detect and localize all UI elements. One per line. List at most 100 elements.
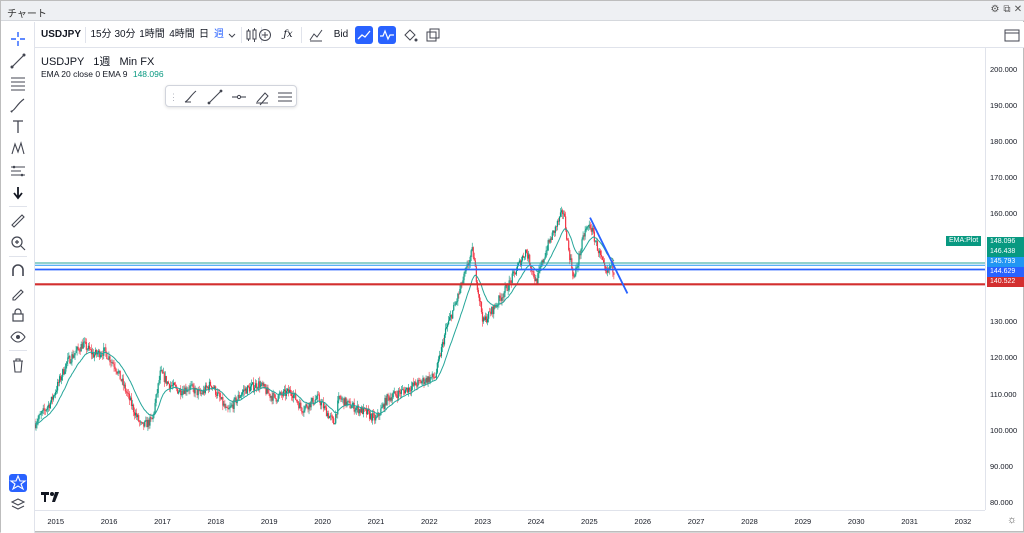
candle-body	[459, 288, 461, 294]
interval-1h[interactable]: 1時間	[139, 29, 165, 40]
trendline-tool-icon[interactable]	[9, 52, 27, 70]
popout-icon[interactable]: ⧉	[1003, 4, 1011, 15]
close-icon[interactable]: ✕	[1013, 4, 1023, 15]
templates-icon[interactable]	[308, 26, 324, 44]
brush-tool-icon[interactable]	[9, 96, 27, 114]
candle-body	[319, 401, 321, 406]
candle-body	[137, 415, 139, 418]
candle-body	[492, 307, 494, 315]
candle-body	[130, 397, 133, 406]
candle-body	[281, 394, 283, 396]
candle-body	[355, 408, 357, 411]
line-mode-button[interactable]	[355, 26, 373, 44]
candle-body	[334, 423, 336, 425]
candle-body	[248, 386, 251, 392]
candle-body	[343, 398, 345, 406]
interval-15m[interactable]: 15分	[90, 29, 112, 40]
candle-body	[215, 386, 217, 395]
candle-body	[124, 384, 126, 392]
top-toolbar: USDJPY 15分 30分 1時間 4時間 日 週 ƒx Bid	[35, 22, 1024, 48]
indicator-legend[interactable]: EMA 20 close 0 EMA 9 148.096	[41, 69, 164, 79]
favorite-star-icon[interactable]	[9, 474, 27, 492]
interval-week[interactable]: 週	[214, 29, 224, 40]
text-tool-icon[interactable]	[9, 118, 27, 136]
candle-body	[200, 393, 202, 394]
candle-body	[240, 394, 242, 397]
candle-body	[204, 385, 206, 393]
eye-icon[interactable]	[9, 328, 27, 346]
drag-handle-icon[interactable]: ⋮	[169, 92, 178, 102]
interval-day[interactable]: 日	[199, 29, 209, 40]
candle-body	[143, 422, 145, 427]
candle-body	[395, 394, 397, 396]
candle-body	[612, 261, 614, 273]
candle-body	[491, 307, 493, 314]
candle-body	[138, 415, 140, 422]
paint-bucket-icon[interactable]	[402, 26, 418, 44]
candle-body	[442, 342, 445, 345]
candle-body	[456, 301, 458, 303]
candle-body	[499, 295, 501, 298]
candle-body	[273, 393, 275, 395]
price-tick-label: 200.000	[990, 64, 1018, 74]
candle-body	[342, 398, 344, 400]
candle-style-icon[interactable]	[245, 26, 259, 44]
price-chart[interactable]	[35, 48, 985, 510]
candle-body	[385, 397, 387, 405]
prediction-tool-icon[interactable]	[9, 162, 27, 180]
horizontal-ray-icon[interactable]	[230, 88, 248, 106]
arrow-down-icon[interactable]	[9, 184, 27, 202]
compare-add-icon[interactable]	[257, 26, 273, 44]
candle-body	[86, 349, 88, 350]
candle-body	[549, 238, 551, 243]
stay-drawing-icon[interactable]	[9, 284, 27, 302]
ruler-icon[interactable]	[9, 212, 27, 230]
pulse-mode-button[interactable]	[378, 26, 396, 44]
highlighter-icon[interactable]	[182, 88, 200, 106]
candle-body	[375, 417, 377, 421]
interval-4h[interactable]: 4時間	[169, 29, 195, 40]
zoom-in-icon[interactable]	[9, 234, 27, 252]
candle-body	[454, 304, 456, 306]
candle-body	[522, 256, 525, 258]
symbol-button[interactable]: USDJPY	[41, 29, 82, 40]
layers-icon[interactable]	[9, 496, 27, 514]
candle-body	[235, 397, 237, 404]
screenshot-icon[interactable]	[425, 26, 441, 44]
candle-body	[379, 415, 381, 416]
candle-body	[345, 397, 347, 406]
line-tool-icon[interactable]	[206, 88, 224, 106]
candle-body	[111, 362, 113, 363]
settings-icon[interactable]: ⚙	[990, 4, 1000, 15]
magnet-icon[interactable]	[9, 262, 27, 280]
candle-body	[142, 422, 144, 424]
trash-icon[interactable]	[9, 356, 27, 374]
interval-30m[interactable]: 30分	[114, 29, 136, 40]
candle-body	[501, 297, 503, 301]
candle-body	[378, 412, 380, 416]
candle-body	[80, 344, 82, 352]
price-axis[interactable]: 200.000190.000180.000170.000160.000150.0…	[985, 48, 1024, 510]
candle-body	[77, 346, 79, 349]
pattern-tool-icon[interactable]	[9, 140, 27, 158]
eraser-icon[interactable]	[253, 88, 271, 106]
crosshair-icon[interactable]	[9, 30, 27, 48]
interval-dropdown-chevron-icon[interactable]	[227, 26, 237, 44]
fib-tool-icon[interactable]	[9, 74, 27, 92]
candle-body	[336, 413, 338, 415]
layout-icon[interactable]	[1003, 26, 1021, 44]
time-axis[interactable]: 2015 2016 2017 2018 2019 2020 2021 2022 2023 2024…	[35, 510, 985, 533]
candle-body	[361, 407, 364, 415]
bid-button[interactable]: Bid	[333, 29, 349, 40]
lock-icon[interactable]	[9, 306, 27, 324]
indicators-icon[interactable]: ƒx	[283, 29, 293, 40]
candle-body	[230, 405, 232, 407]
year-tick-label: 2017	[154, 517, 171, 526]
axis-settings-icon[interactable]: ☼	[1007, 514, 1018, 526]
candle-body	[555, 226, 557, 228]
line-style-icon[interactable]	[276, 88, 294, 106]
candle-body	[483, 317, 486, 320]
candle-body	[35, 424, 37, 429]
candle-body	[118, 370, 120, 372]
candle-body	[115, 368, 117, 372]
